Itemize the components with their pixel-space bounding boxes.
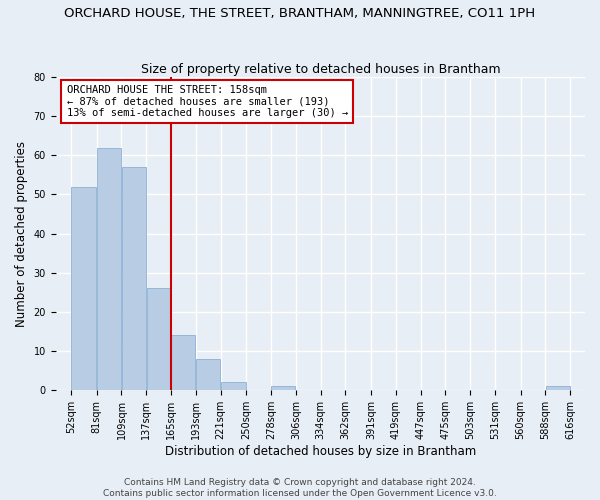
Bar <box>146 288 170 390</box>
Bar <box>97 148 121 390</box>
Bar <box>172 335 196 390</box>
Bar <box>122 167 146 390</box>
Title: Size of property relative to detached houses in Brantham: Size of property relative to detached ho… <box>140 63 500 76</box>
X-axis label: Distribution of detached houses by size in Brantham: Distribution of detached houses by size … <box>165 444 476 458</box>
Bar <box>546 386 570 390</box>
Bar <box>196 358 220 390</box>
Y-axis label: Number of detached properties: Number of detached properties <box>15 140 28 326</box>
Text: ORCHARD HOUSE THE STREET: 158sqm
← 87% of detached houses are smaller (193)
13% : ORCHARD HOUSE THE STREET: 158sqm ← 87% o… <box>67 85 348 118</box>
Bar <box>221 382 246 390</box>
Bar <box>71 186 97 390</box>
Text: Contains HM Land Registry data © Crown copyright and database right 2024.
Contai: Contains HM Land Registry data © Crown c… <box>103 478 497 498</box>
Bar <box>271 386 295 390</box>
Text: ORCHARD HOUSE, THE STREET, BRANTHAM, MANNINGTREE, CO11 1PH: ORCHARD HOUSE, THE STREET, BRANTHAM, MAN… <box>64 8 536 20</box>
